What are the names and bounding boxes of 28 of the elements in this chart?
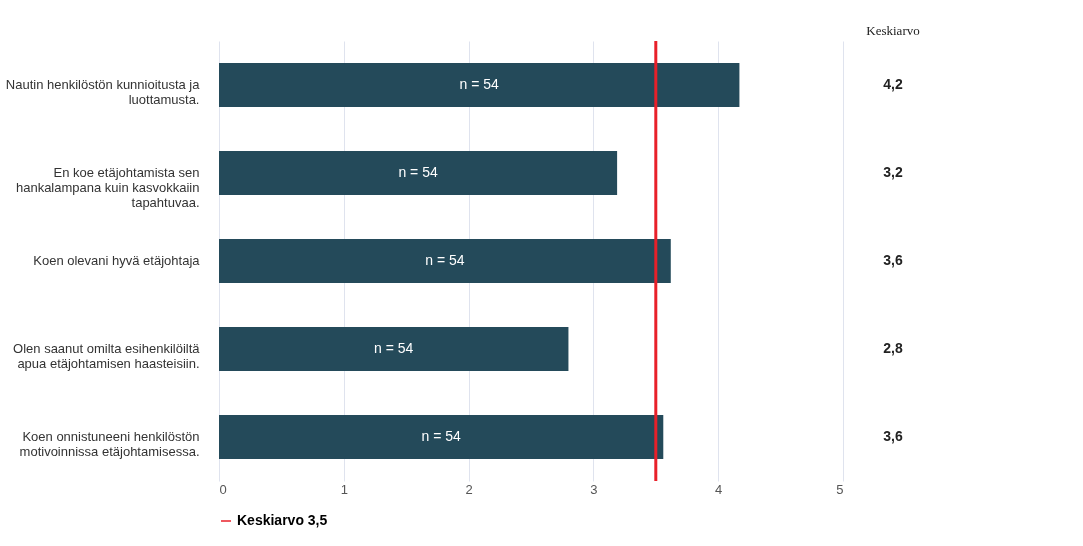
annotation: n = 54 [421, 428, 462, 444]
annotation: n = 54 [425, 252, 465, 268]
text: Keskiarvo [866, 23, 920, 38]
x-tick-label: 4 [715, 481, 723, 497]
data-label: 4,2 [883, 76, 903, 92]
x-tick-label: 0 [219, 481, 227, 497]
y-tick-label: Nautin henkilöstön kunnioitusta ja luottamusta. [5, 77, 201, 107]
legend-label: Keskiarvo 3,5 [237, 512, 328, 528]
bar [219, 239, 671, 283]
y-tick-label: Olen saanut omilta esihenkilöiltä apua etäjohtamisen haasteisiin. [13, 341, 201, 371]
x-tick-label: 2 [465, 481, 473, 497]
data-label: 2,8 [883, 340, 903, 356]
annotation: n = 54 [398, 164, 438, 180]
bar [219, 415, 664, 459]
x-tick-label: 5 [836, 481, 844, 497]
x-tick-label: 3 [590, 481, 598, 497]
annotation: n = 54 [459, 76, 500, 92]
bar [219, 151, 618, 195]
y-tick-label: Koen onnistuneeni henkilöstön motivoinnissa etäjohtamisessa. [19, 429, 200, 459]
y-tick-label: Koen olevani hyvä etäjohtaja [33, 253, 201, 268]
bar [219, 63, 740, 107]
bar [219, 327, 569, 371]
data-label: 3,6 [883, 428, 903, 444]
data-label: 3,6 [883, 252, 903, 268]
x-tick-label: 1 [340, 481, 348, 497]
data-label: 3,2 [883, 164, 903, 180]
annotation: n = 54 [374, 340, 414, 356]
y-tick-label: En koe etäjohtamista sen hankalampana kuin kasvokkaiin tapahtuvaa. [15, 165, 200, 210]
